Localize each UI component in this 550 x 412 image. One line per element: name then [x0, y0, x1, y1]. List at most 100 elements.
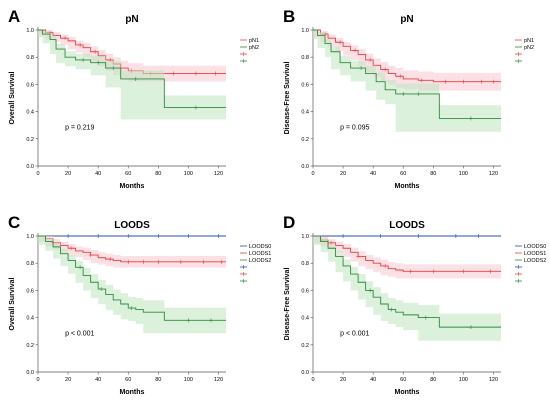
y-tick-label: 0.0 — [26, 164, 34, 170]
censor-mark — [423, 315, 428, 320]
x-axis-title: Months — [395, 389, 420, 396]
y-tick-label: 1.0 — [26, 234, 34, 240]
censor-mark — [156, 259, 161, 264]
x-tick-label: 120 — [214, 171, 223, 177]
x-axis-title: Months — [120, 183, 145, 190]
y-tick-label: 0.0 — [301, 164, 309, 170]
y-tick-label: 0.8 — [301, 261, 309, 267]
x-tick-label: 60 — [400, 377, 406, 383]
x-tick-label: 120 — [489, 377, 498, 383]
p-value-label: p < 0.001 — [65, 330, 94, 337]
y-tick-label: 0.4 — [26, 316, 34, 322]
y-axis-title: Overall Survival — [9, 71, 16, 124]
x-tick-label: 20 — [65, 377, 71, 383]
censor-mark — [359, 66, 364, 71]
censor-mark — [88, 253, 93, 258]
censor-mark — [111, 66, 116, 71]
chart-title: pN — [125, 14, 138, 25]
panel-letter: A — [8, 7, 20, 26]
x-tick-label: 60 — [125, 377, 131, 383]
confidence-band — [38, 30, 226, 82]
censor-mark — [461, 79, 466, 84]
legend-label: LOODS1 — [249, 251, 271, 257]
survival-step-line — [313, 29, 501, 119]
x-tick-label: 80 — [155, 171, 161, 177]
series-loods0 — [38, 234, 226, 238]
panel-d: D LOODS0 20 40 60 80 100 1200.00.20.40.60.81.0M… — [283, 213, 546, 396]
legend-label: pN1 — [524, 38, 534, 44]
censor-mark — [416, 91, 421, 96]
x-tick-label: 100 — [184, 377, 193, 383]
legend-label: LOODS1 — [524, 251, 546, 257]
censor-mark — [453, 234, 458, 238]
y-tick-label: 0.0 — [26, 370, 34, 376]
y-tick-label: 0.8 — [301, 55, 309, 61]
x-tick-label: 60 — [125, 171, 131, 177]
panel-letter: B — [283, 7, 295, 26]
censor-mark — [431, 269, 436, 274]
y-tick-label: 0.2 — [26, 137, 34, 143]
censor-mark — [99, 287, 104, 292]
x-tick-label: 0 — [311, 171, 314, 177]
censor-mark — [479, 79, 484, 84]
censor-mark — [186, 234, 191, 238]
legend-label: pN1 — [249, 38, 259, 44]
censor-mark — [389, 307, 394, 312]
series-pn2 — [38, 29, 226, 120]
censor-mark — [69, 246, 74, 251]
censor-mark — [383, 67, 388, 72]
p-value-label: p = 0.219 — [65, 124, 94, 131]
y-tick-label: 0.6 — [301, 82, 309, 88]
censor-mark — [488, 269, 493, 274]
censor-mark — [408, 269, 413, 274]
panel-letter: D — [283, 213, 295, 232]
censor-mark — [468, 325, 473, 330]
legend-label: pN2 — [249, 45, 259, 51]
censor-mark — [186, 318, 191, 323]
legend-label: LOODS0 — [249, 244, 271, 250]
y-tick-label: 0.4 — [301, 110, 309, 116]
y-axis-title: Disease-Free Survival — [284, 62, 291, 135]
censor-mark — [66, 234, 71, 238]
censor-mark — [356, 254, 361, 259]
y-tick-label: 1.0 — [301, 234, 309, 240]
censor-mark — [129, 306, 134, 311]
censor-mark — [353, 48, 358, 53]
series-pn2 — [313, 29, 501, 132]
y-tick-label: 0.8 — [26, 261, 34, 267]
survival-step-line — [38, 29, 226, 108]
series-pn1 — [313, 29, 501, 91]
confidence-band — [38, 236, 226, 268]
censor-mark — [338, 40, 343, 45]
x-tick-label: 40 — [95, 171, 101, 177]
survival-step-line — [38, 235, 226, 321]
censor-mark — [491, 79, 496, 84]
censor-mark — [368, 288, 373, 293]
p-value-label: p < 0.001 — [340, 330, 369, 337]
x-tick-label: 60 — [400, 171, 406, 177]
censor-mark — [63, 36, 68, 41]
y-axis-title: Disease-Free Survival — [284, 268, 291, 341]
censor-mark — [141, 259, 146, 264]
y-tick-label: 0.6 — [26, 82, 34, 88]
censor-mark — [216, 234, 221, 238]
censor-mark — [398, 74, 403, 79]
censor-mark — [378, 234, 383, 238]
censor-mark — [443, 79, 448, 84]
censor-mark — [133, 76, 138, 81]
y-tick-label: 0.2 — [26, 343, 34, 349]
censor-mark — [419, 78, 424, 83]
censor-mark — [96, 60, 101, 65]
censor-mark — [156, 234, 161, 238]
censor-mark — [78, 42, 83, 47]
censor-mark — [81, 57, 86, 62]
chart-title: LOODS — [114, 220, 150, 231]
censor-mark — [193, 71, 198, 76]
series-loods2 — [38, 235, 226, 334]
legend-label: LOODS2 — [524, 258, 546, 264]
censor-mark — [78, 265, 83, 270]
x-tick-label: 20 — [340, 171, 346, 177]
